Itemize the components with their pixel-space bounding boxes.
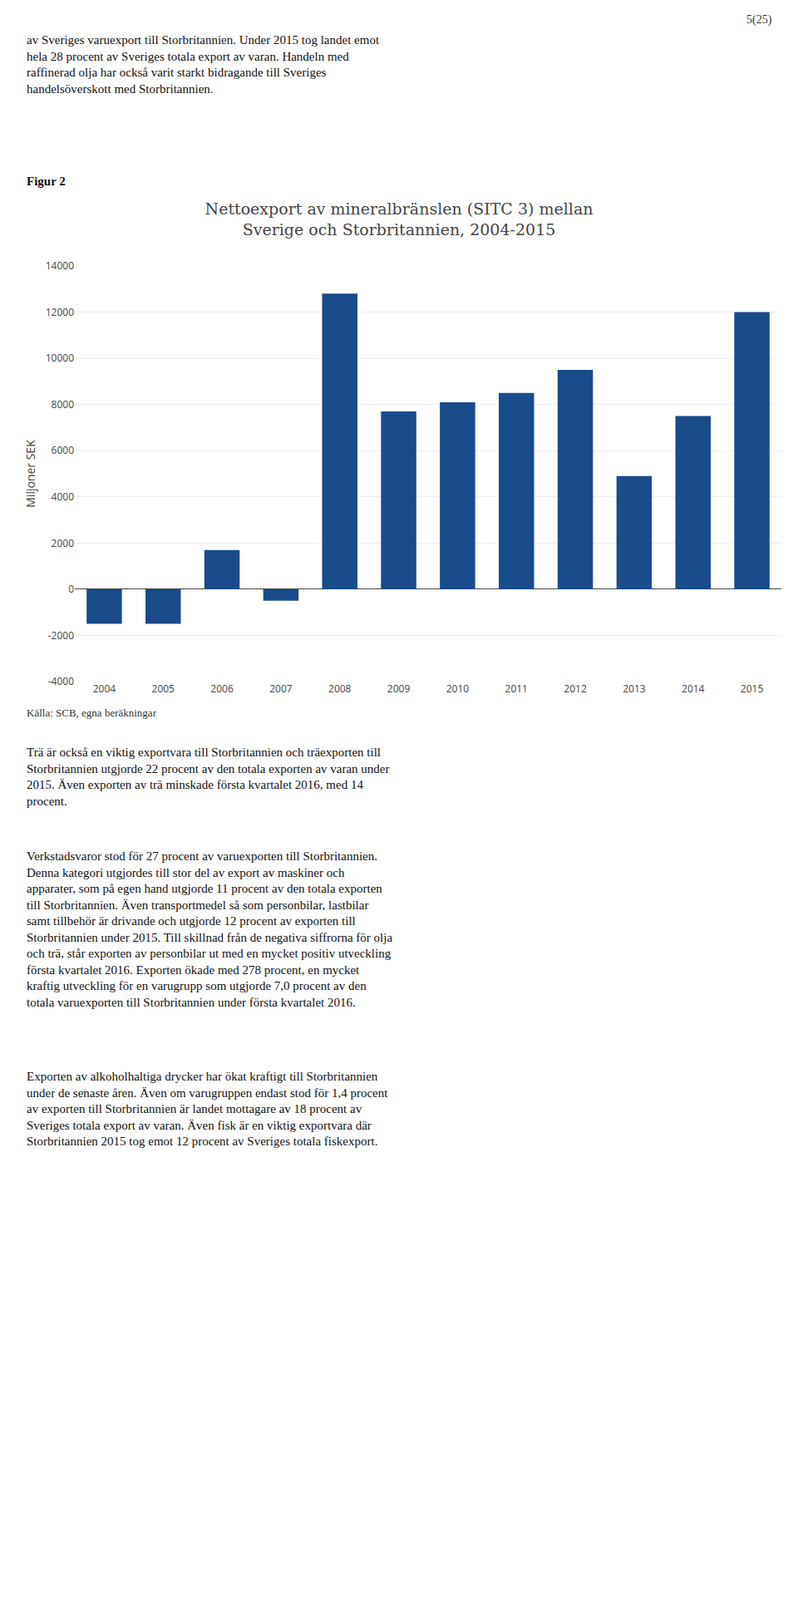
svg-text:4000: 4000 <box>51 489 75 504</box>
svg-text:av Sveriges varuexport till St: av Sveriges varuexport till Storbritanni… <box>26 33 380 96</box>
svg-text:Figur 2: Figur 2 <box>26 174 66 188</box>
svg-text:2014: 2014 <box>681 681 705 696</box>
svg-text:2010: 2010 <box>446 681 470 696</box>
svg-text:5(25): 5(25) <box>746 13 773 27</box>
svg-text:2012: 2012 <box>563 681 587 696</box>
svg-text:14000: 14000 <box>45 258 74 273</box>
svg-text:2015: 2015 <box>740 681 764 696</box>
svg-text:Trä är också en viktig exportv: Trä är också en viktig exportvara till S… <box>26 745 390 808</box>
svg-text:Nettoexport av mineralbränslen: Nettoexport av mineralbränslen (SITC 3) … <box>205 199 594 239</box>
svg-text:2006: 2006 <box>210 681 234 696</box>
svg-text:2007: 2007 <box>269 681 293 696</box>
svg-text:2013: 2013 <box>622 681 646 696</box>
svg-text:2000: 2000 <box>51 536 75 551</box>
svg-text:0: 0 <box>68 581 74 597</box>
svg-text:Källa: SCB, egna beräkningar: Källa: SCB, egna beräkningar <box>26 706 158 720</box>
svg-text:Verkstadsvaror stod för 27 pro: Verkstadsvaror stod för 27 procent av va… <box>26 849 393 1010</box>
svg-text:-2000: -2000 <box>48 628 74 643</box>
svg-text:2005: 2005 <box>152 681 176 696</box>
svg-text:2008: 2008 <box>328 681 352 696</box>
svg-text:12000: 12000 <box>45 305 74 320</box>
svg-text:Exporten av alkoholhaltiga dry: Exporten av alkoholhaltiga drycker har ö… <box>26 1069 389 1148</box>
svg-text:2009: 2009 <box>387 681 411 696</box>
svg-text:Miljoner SEK: Miljoner SEK <box>22 439 39 508</box>
svg-text:2004: 2004 <box>93 681 117 696</box>
svg-text:8000: 8000 <box>51 397 75 412</box>
svg-text:10000: 10000 <box>45 350 74 365</box>
svg-text:6000: 6000 <box>51 443 75 458</box>
svg-text:2011: 2011 <box>505 681 528 696</box>
svg-text:-4000: -4000 <box>48 674 74 689</box>
